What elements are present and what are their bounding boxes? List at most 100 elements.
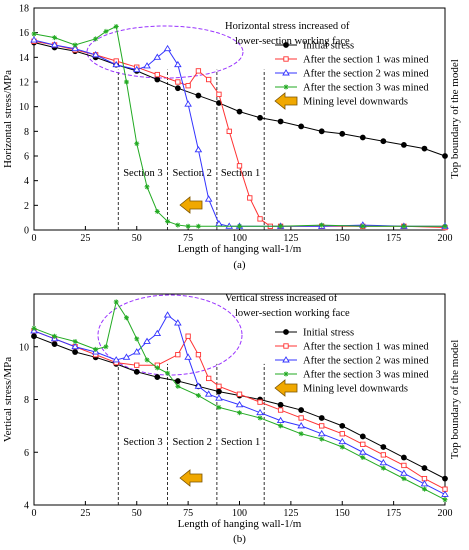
data-point [174, 378, 181, 384]
legend-entry: After the section 2 was mined [303, 356, 429, 367]
section-label: Section 3 [123, 168, 162, 179]
data-point [195, 223, 201, 229]
data-point [154, 374, 161, 380]
data-point [441, 490, 449, 497]
x-tick-label: 25 [80, 508, 90, 519]
data-point [339, 431, 345, 437]
data-point [401, 476, 407, 482]
y-tick-label: 12 [19, 78, 29, 89]
data-point [442, 153, 448, 159]
data-point [380, 465, 386, 471]
data-point [317, 429, 326, 437]
data-point [283, 343, 289, 349]
y-tick-label: 0 [24, 226, 29, 237]
data-point [339, 422, 346, 429]
annotation-line: Vertical stress increased of [225, 293, 338, 304]
data-point [153, 53, 162, 60]
x-tick-label: 175 [386, 508, 401, 519]
data-point [143, 62, 151, 69]
y-tick-label: 14 [19, 53, 29, 64]
data-point [122, 353, 131, 360]
legend-entry: Initial stress [303, 41, 354, 52]
panel-label: (a) [233, 259, 246, 271]
legend-entry: After the section 2 was mined [303, 69, 429, 80]
data-point [50, 41, 59, 48]
data-point [319, 222, 325, 228]
data-point [380, 138, 387, 145]
data-point [360, 455, 366, 461]
data-point [442, 223, 448, 229]
data-point [103, 28, 109, 34]
legend-entry: Mining level downwards [303, 384, 408, 395]
data-point [283, 42, 289, 48]
data-point [31, 333, 37, 340]
x-axis-label: Length of hanging wall-1/m [178, 243, 302, 255]
data-point [442, 475, 448, 482]
data-point [400, 469, 408, 476]
data-point [257, 399, 263, 405]
data-point [112, 60, 120, 68]
data-point [72, 42, 78, 48]
data-point [298, 431, 304, 437]
legend: Initial stress After the section 1 was mi… [275, 328, 429, 395]
data-point [204, 195, 213, 202]
data-point [283, 56, 289, 62]
data-point [283, 84, 289, 90]
data-point [154, 365, 160, 371]
data-point [91, 50, 100, 58]
data-point [298, 407, 305, 413]
data-point [165, 218, 171, 224]
chart-panel-1: 0 25 50 75 100 125 150 175 200 0 2 4 6 8 10 12 14 16 18 Len… [2, 4, 461, 272]
data-point [216, 388, 222, 395]
data-point [216, 91, 222, 97]
data-point [206, 375, 212, 382]
y-tick-label: 2 [24, 201, 29, 212]
legend-entry: Mining level downwards [303, 97, 408, 108]
legend-entry: Initial stress [303, 328, 354, 339]
data-point [283, 329, 289, 335]
data-point [144, 357, 150, 363]
data-point [283, 371, 289, 377]
data-point [175, 383, 181, 389]
data-point [421, 486, 427, 492]
data-point [359, 134, 366, 141]
data-point [319, 423, 325, 429]
data-point [257, 415, 263, 421]
data-point [174, 60, 182, 68]
data-point [163, 44, 172, 52]
data-point [195, 92, 202, 99]
data-point [401, 462, 407, 469]
data-point [339, 444, 345, 450]
data-point [72, 338, 78, 344]
y-axis-label: Horizontal stress/MPa [2, 70, 14, 168]
data-point [442, 497, 448, 503]
annotation-line: Horizontal stress increased of [225, 21, 350, 32]
section-label: Section 3 [123, 437, 162, 448]
section-label: Section 1 [221, 437, 260, 448]
mining-direction-arrow [179, 196, 203, 214]
data-point [175, 222, 181, 228]
data-point [216, 383, 222, 389]
x-tick-label: 150 [335, 508, 350, 519]
data-point [359, 433, 366, 440]
data-point [297, 422, 305, 429]
data-point [71, 342, 79, 350]
data-point [93, 346, 99, 352]
series-4 [31, 299, 448, 503]
x-tick-label: 75 [183, 233, 193, 244]
data-point [175, 352, 181, 358]
legend-entry: After the section 3 was mined [303, 83, 429, 94]
data-point [143, 337, 151, 344]
data-point [277, 407, 284, 413]
y-tick-label: 8 [24, 395, 29, 406]
data-point [93, 36, 99, 42]
data-point [298, 123, 305, 130]
data-point [195, 352, 202, 358]
data-point [235, 400, 244, 408]
data-point [256, 408, 264, 416]
data-point [31, 31, 37, 37]
y-tick-label: 16 [19, 28, 29, 39]
data-point [380, 444, 387, 450]
data-point [401, 142, 407, 148]
y-tick-label: 18 [19, 4, 29, 15]
